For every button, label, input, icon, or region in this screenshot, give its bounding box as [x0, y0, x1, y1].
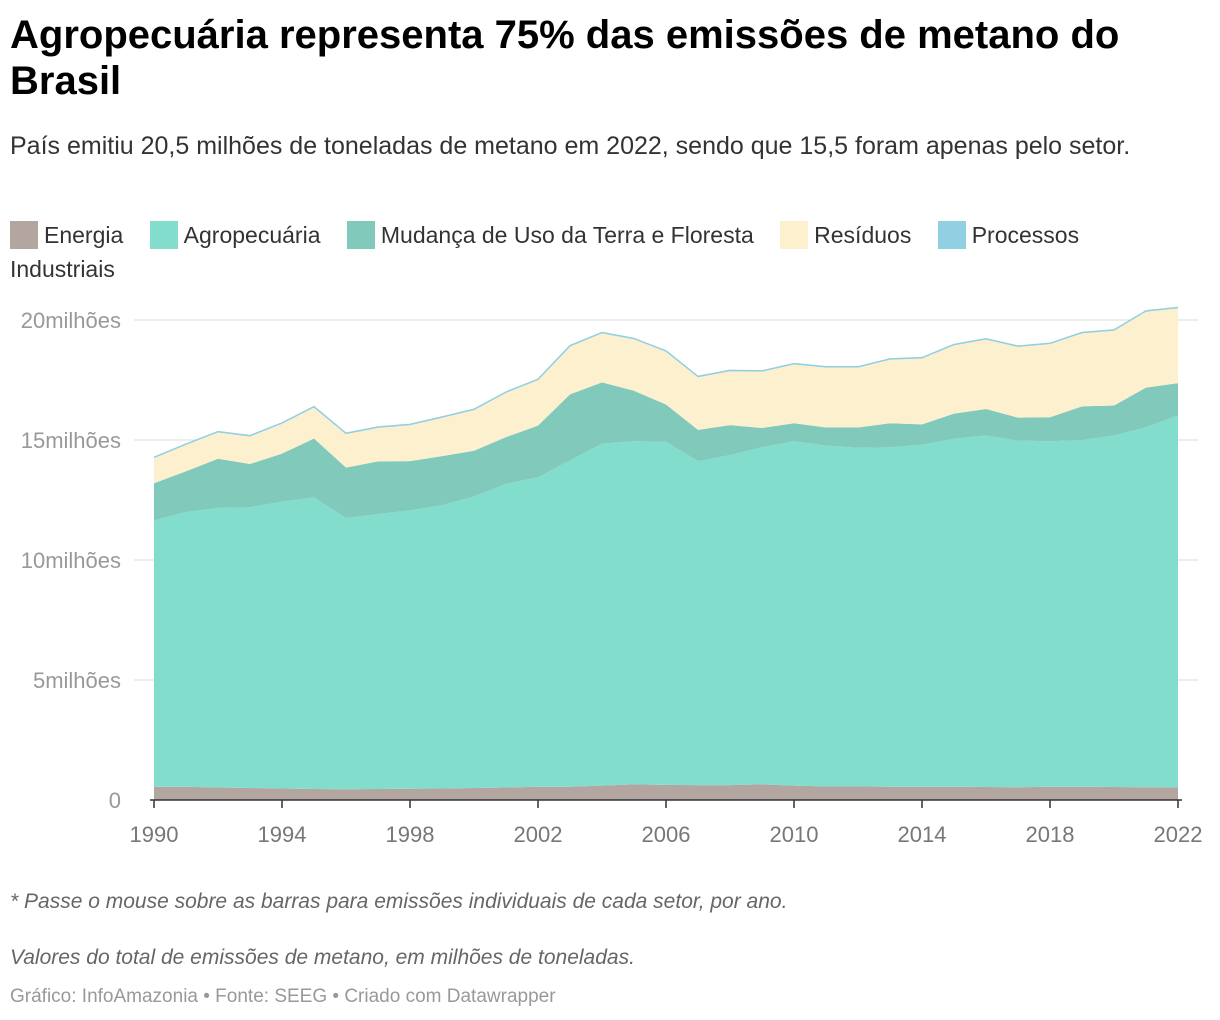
units-note: Valores do total de emissões de metano, … [10, 946, 635, 969]
y-tick-label-0: 0 [109, 788, 121, 813]
x-tick-label-2006: 2006 [642, 822, 691, 847]
legend-swatch-processos [937, 221, 966, 249]
x-tick-label-2022: 2022 [1154, 822, 1203, 847]
x-tick-label-1994: 1994 [258, 822, 307, 847]
y-tick-label-3: 15milhões [21, 428, 121, 453]
legend-swatch-agropecuaria [149, 221, 178, 249]
legend-label-processos: Processos Industriais [10, 222, 1080, 282]
chart-title: Agropecuária representa 75% das emissões… [10, 13, 1120, 103]
legend-label-mudanca: Mudança de Uso da Terra e Floresta [380, 222, 754, 248]
legend-label-residuos: Resíduos [814, 222, 912, 248]
area-agropecuaria[interactable] [154, 415, 1178, 790]
y-tick-label-1: 5milhões [33, 668, 121, 693]
y-tick-label-2: 10milhões [21, 548, 121, 573]
legend-swatch-residuos [780, 221, 809, 249]
legend-item-residuos[interactable]: Resíduos [780, 221, 912, 249]
footer-credit: Gráfico: InfoAmazonia • Fonte: SEEG • Cr… [10, 986, 556, 1007]
y-tick-label-4: 20milhões [21, 308, 121, 333]
area-mudanca[interactable] [154, 382, 1178, 521]
x-tick-label-1990: 1990 [130, 822, 179, 847]
area-residuos[interactable] [154, 308, 1178, 484]
legend-label-agropecuaria: Agropecuária [183, 222, 321, 248]
x-tick-label-2010: 2010 [770, 822, 819, 847]
x-tick-label-2002: 2002 [514, 822, 563, 847]
x-tick-label-1998: 1998 [386, 822, 435, 847]
legend-item-energia[interactable]: Energia [10, 221, 124, 249]
legend-item-processos[interactable]: Processos Industriais [10, 221, 1080, 282]
legend-item-agropecuaria[interactable]: Agropecuária [149, 221, 321, 249]
legend-label-energia: Energia [44, 222, 124, 248]
hover-note: * Passe o mouse sobre as barras para emi… [10, 890, 788, 913]
legend: Energia Agropecuária Mudança de Uso da T… [10, 218, 1210, 286]
x-tick-label-2014: 2014 [898, 822, 947, 847]
legend-item-mudanca[interactable]: Mudança de Uso da Terra e Floresta [346, 221, 754, 249]
legend-swatch-energia [10, 221, 38, 249]
legend-swatch-mudanca [346, 221, 375, 249]
area-top-outline [153, 306, 1179, 458]
x-tick-label-2018: 2018 [1026, 822, 1075, 847]
area-energia[interactable] [154, 784, 1178, 800]
chart-subtitle: País emitiu 20,5 milhões de toneladas de… [10, 132, 1131, 160]
